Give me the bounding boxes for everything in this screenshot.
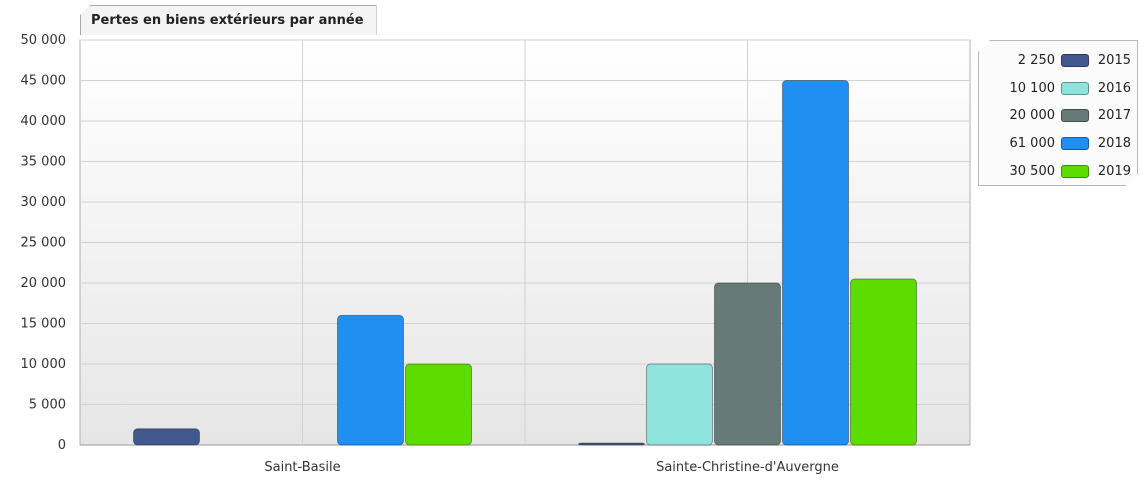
y-tick-label: 40 000 <box>21 114 67 129</box>
legend-label: 2017 <box>1097 108 1131 124</box>
y-tick-label: 0 <box>58 438 66 453</box>
bar-2015 <box>578 442 645 446</box>
y-tick-label: 20 000 <box>21 276 67 291</box>
legend-total: 30 500 <box>1009 163 1055 179</box>
legend-label: 2018 <box>1097 136 1131 152</box>
legend-item: 20 000 2017 <box>979 102 1131 130</box>
y-tick-label: 35 000 <box>21 155 67 170</box>
y-tick-label: 30 000 <box>21 195 67 210</box>
y-tick-label: 10 000 <box>21 357 67 372</box>
legend-item: 10 100 2016 <box>979 75 1131 103</box>
legend-swatch <box>1061 137 1089 150</box>
legend-item: 2 250 2015 <box>979 47 1131 75</box>
chart-title: Pertes en biens extérieurs par année <box>80 5 377 35</box>
legend: 2 250 2015 10 100 2016 20 000 2017 61 000 2018 3… <box>978 40 1138 186</box>
legend-total: 2 250 <box>1017 53 1055 69</box>
legend-total: 20 000 <box>1009 108 1055 124</box>
x-axis: Saint-Basile Sainte-Christine-d'Auvergne <box>264 460 839 475</box>
y-tick-label: 25 000 <box>21 236 67 251</box>
y-tick-label: 5 000 <box>29 398 66 413</box>
legend-label: 2019 <box>1097 163 1131 179</box>
bar-2018 <box>782 80 849 446</box>
legend-swatch <box>1061 109 1089 122</box>
bar-2019 <box>850 278 917 446</box>
y-tick-label: 15 000 <box>21 317 67 332</box>
legend-total: 10 100 <box>1009 80 1055 96</box>
legend-label: 2015 <box>1097 53 1131 69</box>
legend-swatch <box>1061 165 1089 178</box>
legend-swatch <box>1061 54 1089 67</box>
legend-swatch <box>1061 82 1089 95</box>
legend-total: 61 000 <box>1009 136 1055 152</box>
y-tick-label: 50 000 <box>21 33 67 48</box>
bar-2016 <box>646 363 713 446</box>
bar-2015 <box>133 428 200 446</box>
legend-item: 61 000 2018 <box>979 130 1131 158</box>
bar-2019 <box>405 363 472 446</box>
x-tick-label: Saint-Basile <box>264 460 340 475</box>
y-tick-label: 45 000 <box>21 74 67 89</box>
bar-2018 <box>337 314 404 446</box>
bar-2017 <box>714 282 781 446</box>
bars <box>133 80 917 446</box>
x-tick-label: Sainte-Christine-d'Auvergne <box>656 460 839 475</box>
legend-item: 30 500 2019 <box>979 157 1131 185</box>
y-axis: 0 5 000 10 000 15 000 20 000 25 000 30 000 35 0… <box>21 33 67 453</box>
legend-label: 2016 <box>1097 80 1131 96</box>
